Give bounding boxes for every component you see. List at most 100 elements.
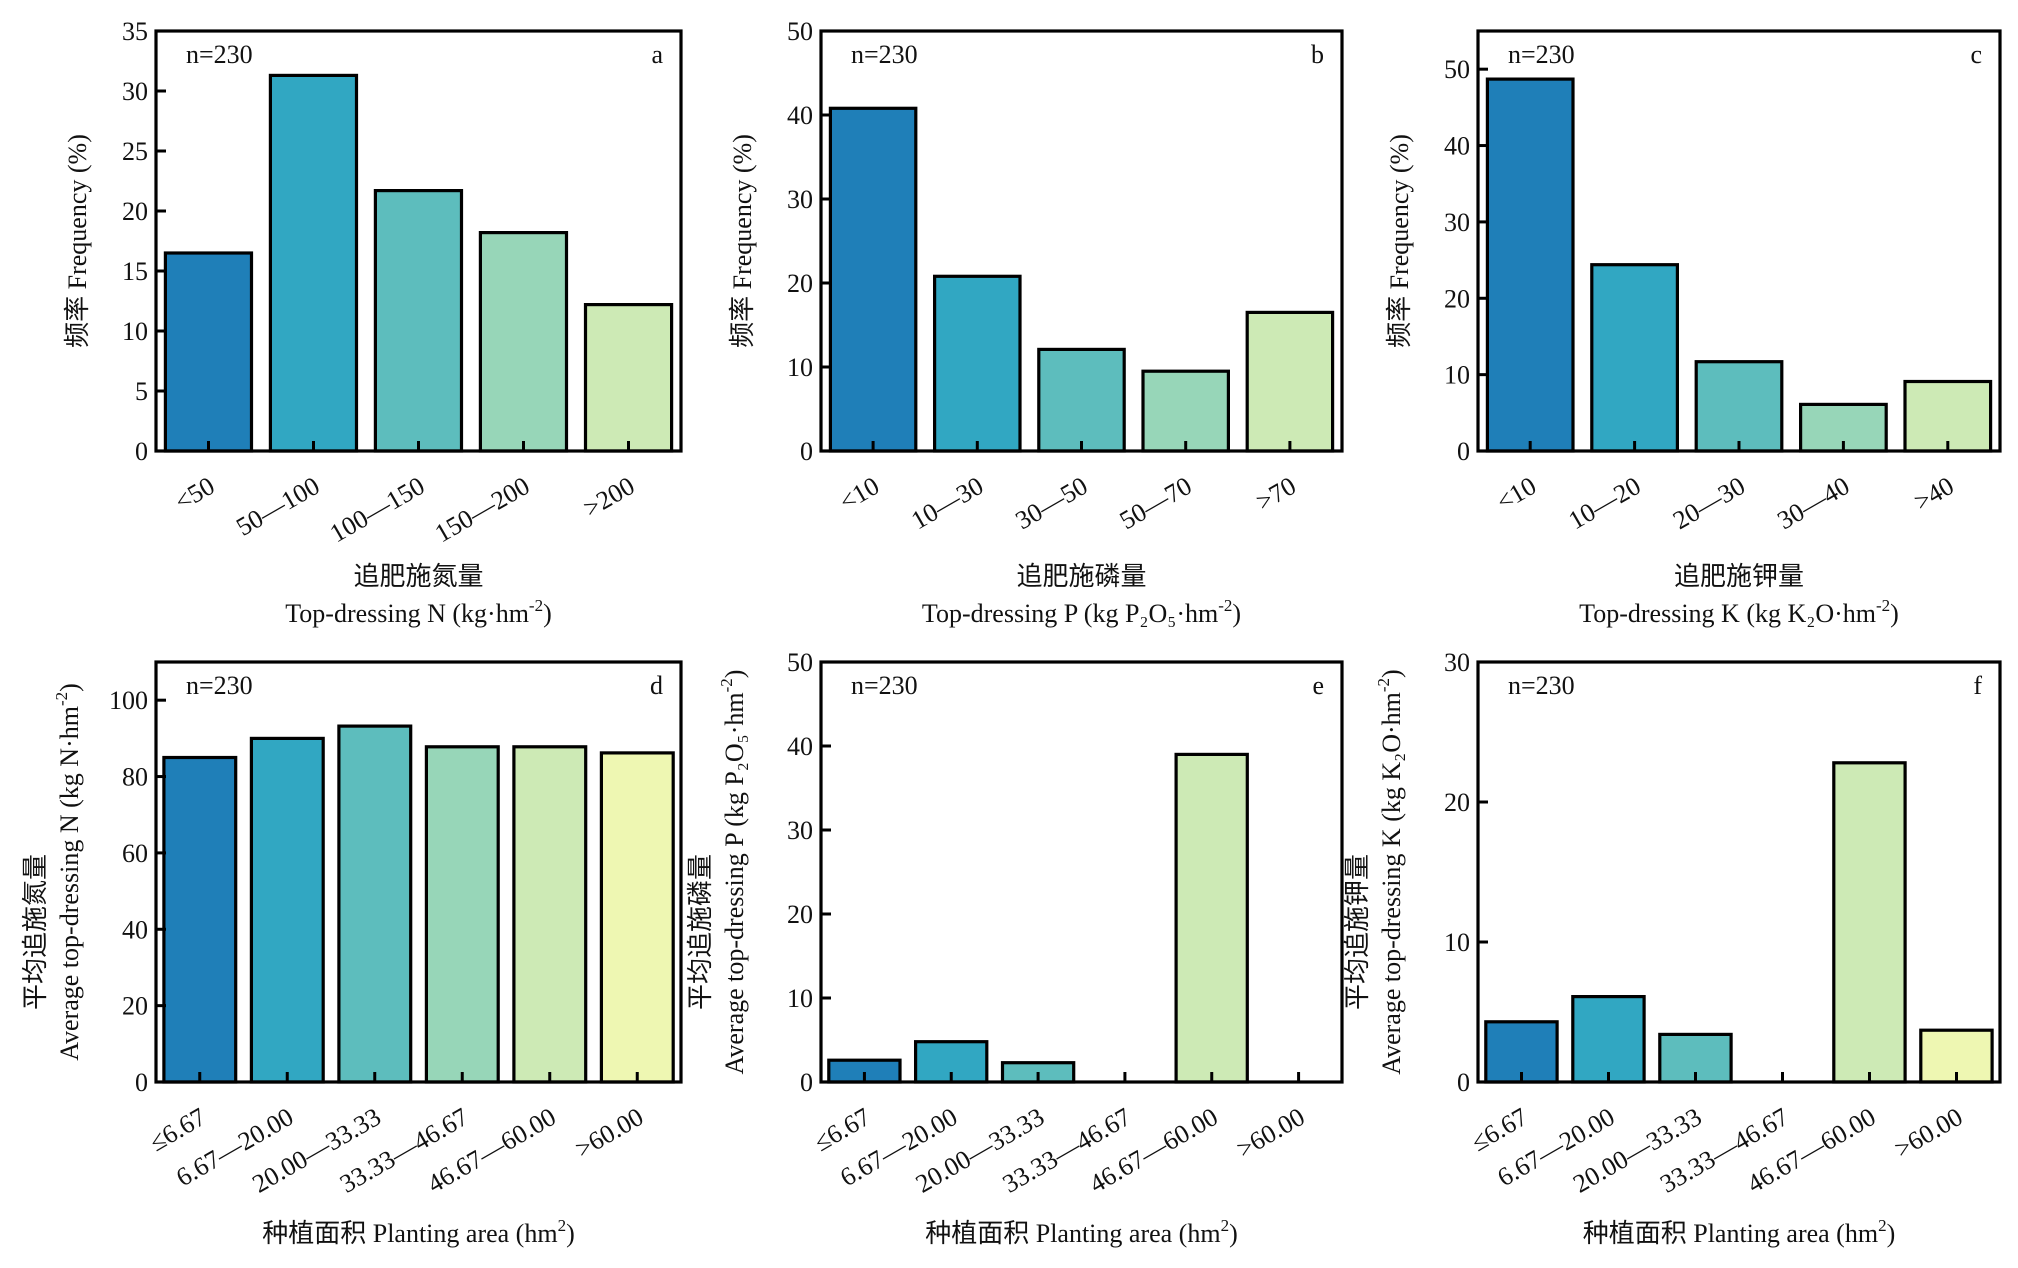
y-axis-label-superscript: -2 — [1374, 678, 1393, 692]
panel-letter: c — [1970, 40, 1982, 69]
x-axis-label-tail: ) — [1232, 599, 1241, 628]
x-axis-label-superscript: -2 — [1876, 596, 1890, 615]
y-axis-label-tail: ) — [720, 670, 749, 679]
y-tick-label: 0 — [1457, 437, 1470, 466]
bar — [512, 745, 588, 1084]
x-axis-label-text: Top-dressing P (kg P₂O₅·hm — [922, 599, 1218, 628]
x-tick-label: 150—200 — [430, 471, 535, 548]
bar — [268, 73, 359, 453]
sample-size-label: n=230 — [1508, 40, 1575, 69]
y-tick-label: 25 — [122, 137, 148, 166]
x-tick-label: 50—100 — [231, 471, 324, 542]
panel-e: ≤6.676.67—20.0020.00—33.3333.33—46.6746.… — [686, 648, 1344, 1248]
axes-frame — [154, 660, 683, 1084]
x-axis-label-superscript: -2 — [1218, 596, 1232, 615]
bar — [1571, 994, 1646, 1084]
x-axis-label-tail: ) — [1887, 1219, 1896, 1248]
bar — [249, 736, 325, 1084]
y-tick-label: 10 — [122, 317, 148, 346]
bar — [1485, 77, 1575, 453]
bar — [162, 755, 238, 1084]
panel-f: ≤6.676.67—20.0020.00—33.3333.33—46.6746.… — [1343, 648, 2002, 1248]
y-tick-label: 0 — [800, 1068, 813, 1097]
y-axis-label-tail: ) — [1377, 669, 1406, 678]
y-axis-label-cn: 平均追施氮量 — [21, 854, 50, 1010]
bar — [1245, 310, 1335, 453]
panel-letter: f — [1973, 671, 1982, 700]
panel-c: <10 10—20 20—30 30—40 >40 0 10 20 30 40 50 n=230 c 频率… — [1385, 29, 2002, 628]
x-tick-label: <50 — [170, 471, 220, 516]
x-axis-label-text: Top-dressing K (kg K₂O·hm — [1579, 599, 1876, 628]
y-tick-label: 20 — [1444, 788, 1470, 817]
bar — [1590, 263, 1680, 453]
axes-frame — [819, 660, 1344, 1084]
bar — [1037, 347, 1126, 453]
y-tick-label: 30 — [122, 77, 148, 106]
bar — [424, 745, 500, 1084]
y-tick-label: 30 — [787, 185, 813, 214]
y-axis-label-superscript: -2 — [52, 692, 71, 706]
x-axis-label-tail: ) — [543, 599, 552, 628]
panel-d: ≤6.676.67—20.0020.00—33.3333.33—46.6746.… — [21, 660, 683, 1248]
y-axis-label: 频率 Frequency (%) — [728, 134, 757, 348]
y-tick-label: 50 — [787, 648, 813, 677]
axes-frame — [1476, 29, 2002, 453]
x-axis-label-cn: 追肥施磷量 — [1016, 562, 1146, 591]
x-axis-label-tail: ) — [1890, 599, 1899, 628]
y-tick-label: 20 — [787, 900, 813, 929]
y-axis-label-en: Average top-dressing P (kg P₂O₅·hm-2) — [717, 670, 749, 1075]
y-tick-label: 10 — [1444, 928, 1470, 957]
y-tick-label: 40 — [787, 101, 813, 130]
x-axis-label-superscript: -2 — [529, 596, 543, 615]
x-axis-label-text: 种植面积 Planting area (hm — [925, 1219, 1220, 1248]
panel-b: <10 10—30 30—50 50—70 >70 0 10 20 30 40 50 n=230 b 频率… — [728, 17, 1344, 628]
y-tick-label: 35 — [122, 17, 148, 46]
x-tick-label: 100—150 — [325, 471, 430, 548]
bar — [1174, 752, 1249, 1084]
x-axis-label-en: Top-dressing P (kg P₂O₅·hm-2) — [922, 596, 1241, 628]
bar — [1141, 369, 1231, 453]
y-tick-label: 0 — [800, 437, 813, 466]
y-tick-label: 30 — [1444, 648, 1470, 677]
y-axis-label-text: Average top-dressing P (kg P₂O₅·hm — [720, 692, 749, 1074]
bar — [337, 724, 413, 1084]
x-tick-label: <10 — [1491, 471, 1541, 516]
y-tick-label: 60 — [122, 839, 148, 868]
x-axis-label-en: Top-dressing K (kg K₂O·hm-2) — [1579, 596, 1899, 628]
bar — [1484, 1020, 1559, 1084]
x-tick-label: >60.00 — [1890, 1102, 1968, 1164]
x-tick-label: >60.00 — [570, 1102, 648, 1164]
y-tick-label: 0 — [1457, 1068, 1470, 1097]
y-axis-label: 频率 Frequency (%) — [1385, 134, 1414, 348]
x-axis-label-text: 种植面积 Planting area (hm — [262, 1219, 557, 1248]
x-axis-label-en: Top-dressing N (kg·hm-2) — [285, 596, 552, 628]
x-tick-label: 30—50 — [1010, 471, 1092, 535]
axes-frame — [154, 29, 683, 453]
y-tick-label: 0 — [135, 1068, 148, 1097]
y-tick-label: 30 — [787, 816, 813, 845]
x-axis-label-superscript: 2 — [558, 1216, 567, 1235]
x-axis-label: 种植面积 Planting area (hm2) — [925, 1216, 1238, 1248]
y-tick-label: 100 — [109, 686, 148, 715]
sample-size-label: n=230 — [186, 40, 253, 69]
y-tick-label: 40 — [787, 732, 813, 761]
y-axis-label-tail: ) — [55, 683, 84, 692]
bar — [373, 189, 464, 453]
y-axis-label-text: Average top-dressing N (kg N·hm — [55, 706, 84, 1061]
bar — [599, 751, 675, 1084]
bar — [1832, 761, 1907, 1084]
bar — [478, 231, 569, 453]
x-axis-label-text: 种植面积 Planting area (hm — [1583, 1219, 1878, 1248]
y-tick-label: 20 — [122, 197, 148, 226]
x-axis-label-superscript: 2 — [1221, 1216, 1230, 1235]
panel-a: <50 50—100 100—150 150—200 >200 0 5 10 15 20 25 30 3… — [63, 17, 683, 628]
bar — [583, 303, 674, 453]
y-axis-label-text: Average top-dressing K (kg K₂O·hm — [1377, 692, 1406, 1075]
sample-size-label: n=230 — [851, 671, 918, 700]
y-axis-label-en: Average top-dressing N (kg N·hm-2) — [52, 683, 84, 1061]
x-axis-label-cn: 追肥施钾量 — [1674, 562, 1804, 591]
x-axis-label: 种植面积 Planting area (hm2) — [262, 1216, 575, 1248]
x-tick-label: >60.00 — [1232, 1102, 1310, 1164]
x-axis-label: 种植面积 Planting area (hm2) — [1583, 1216, 1896, 1248]
panel-letter: a — [651, 40, 663, 69]
